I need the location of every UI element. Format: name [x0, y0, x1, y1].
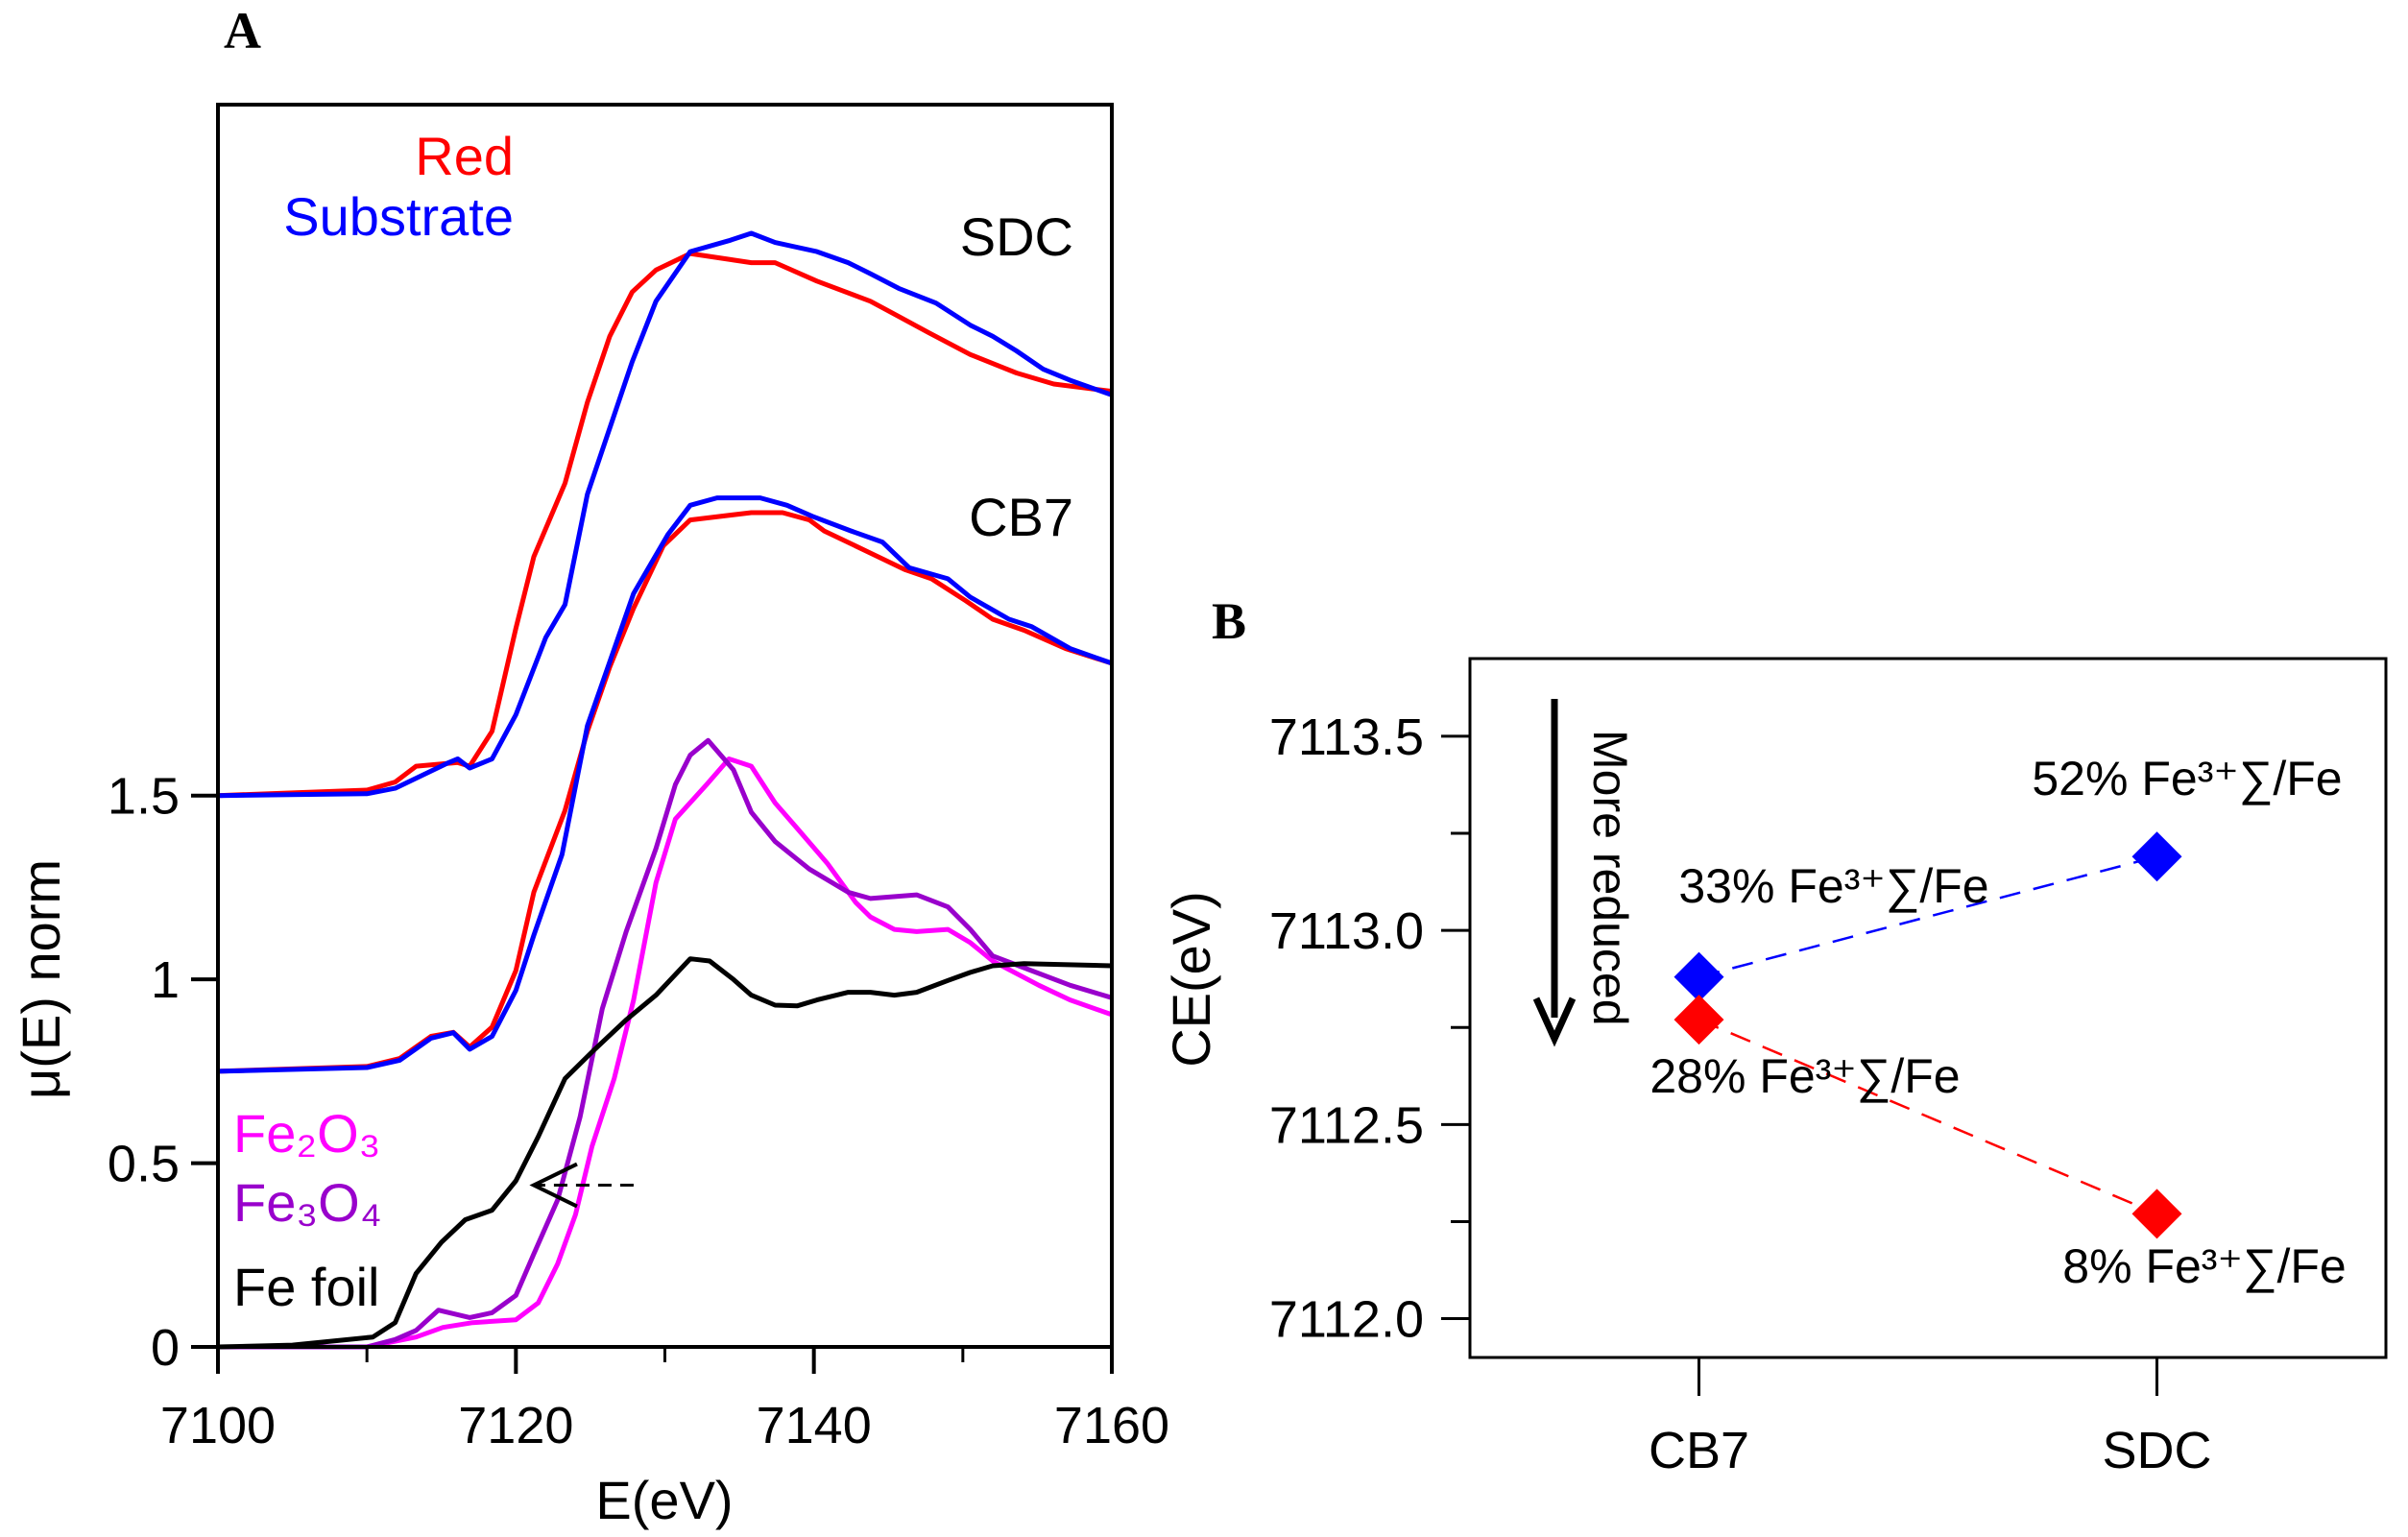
legend-red: Red: [415, 126, 514, 186]
y-tick-label: 0.5: [108, 1136, 180, 1193]
dashed-connector: [1698, 855, 2157, 978]
dashed-arrow-head-icon: [529, 1162, 578, 1209]
panel-b-ylabel: CE(eV): [1161, 891, 1221, 1068]
legend-fe3o4: Fe₃O₄: [233, 1172, 382, 1233]
x-tick-label-cb7: CB7: [1649, 1422, 1749, 1479]
data-point-diamond-cb7: [1674, 995, 1724, 1045]
panel-a-plot: 7100 7120 7140 7160 0 0.5 1 1.5: [108, 230, 1169, 1454]
group-label-cb7: CB7: [969, 487, 1073, 547]
panel-a-xlabel: E(eV): [595, 1470, 733, 1530]
y-tick-label: 7112.0: [1269, 1291, 1424, 1349]
data-point-diamond-sdc: [2131, 831, 2182, 882]
point-label-sdc-red: 8% Fe³⁺∑/Fe: [2062, 1239, 2346, 1293]
x-tick-label: 7140: [757, 1397, 872, 1454]
point-label-cb7-red: 28% Fe³⁺∑/Fe: [1649, 1049, 1960, 1103]
legend-fe-foil: Fe foil: [233, 1257, 380, 1317]
panel-a-frame: [216, 103, 1114, 1349]
panel-a-label: A: [224, 2, 261, 60]
series-line-red-sdc: [217, 251, 1113, 799]
legend-substrate: Substrate: [283, 186, 514, 247]
data-point-diamond-cb7: [1674, 951, 1724, 1002]
y-tick-label: 1.5: [108, 768, 180, 826]
x-tick-label: 7100: [160, 1397, 276, 1454]
series-line-fe-o-: [218, 756, 1113, 1350]
point-label-sdc-blue: 52% Fe³⁺∑/Fe: [2032, 752, 2342, 805]
panel-a-ylabel: μ(E) norm: [11, 859, 71, 1099]
series-line-substrate-cb7: [217, 495, 1113, 1074]
dashed-connector: [1698, 1018, 2157, 1215]
data-point-diamond-sdc: [2131, 1189, 2182, 1239]
panel-b-frame: [1468, 657, 2388, 1359]
x-tick-label: 7160: [1054, 1397, 1169, 1454]
panel-b-label: B: [1212, 592, 1246, 650]
series-line-substrate-sdc: [217, 230, 1113, 799]
panel-b-plot: CB7 SDC 7112.0 7112.5 7113.0 7113.5: [1269, 708, 2212, 1479]
y-tick-label: 7113.5: [1269, 708, 1424, 766]
more-reduced-arrow-icon: [1532, 997, 1577, 1047]
point-label-cb7-blue: 33% Fe³⁺∑/Fe: [1678, 859, 1988, 913]
legend-fe2o3: Fe₂O₃: [233, 1103, 380, 1164]
y-tick-label: 7113.0: [1269, 902, 1424, 960]
y-tick-label: 0: [151, 1319, 180, 1377]
x-tick-label: 7120: [458, 1397, 573, 1454]
y-tick-label: 7112.5: [1269, 1096, 1424, 1154]
group-label-sdc: SDC: [960, 206, 1073, 267]
more-reduced-label: More reduced: [1583, 730, 1637, 1026]
x-tick-label-sdc: SDC: [2102, 1422, 2211, 1479]
y-tick-label: 1: [151, 951, 180, 1009]
series-line-fe-o-: [218, 737, 1113, 1350]
series-line-fe-foil: [217, 956, 1113, 1350]
